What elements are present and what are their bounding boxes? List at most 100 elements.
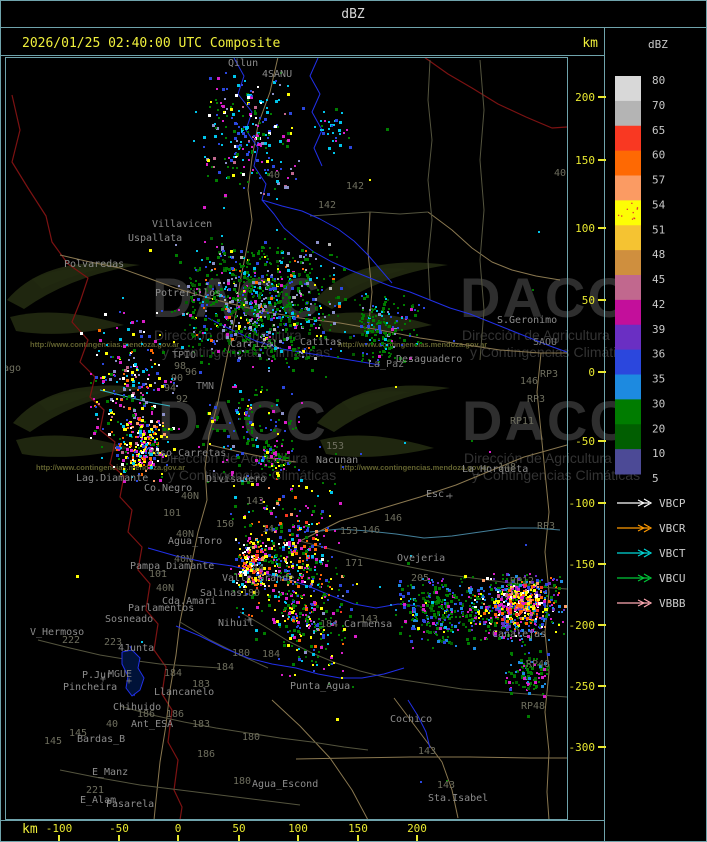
colorbar-band bbox=[615, 374, 641, 400]
legend-item: VBCU bbox=[617, 572, 686, 585]
map-label: 146 bbox=[520, 376, 538, 387]
map-label: 40 bbox=[268, 170, 280, 181]
y-tick-label: 200 bbox=[575, 91, 595, 104]
map-label: 183 bbox=[192, 719, 210, 730]
map-line bbox=[536, 352, 550, 819]
map-label: 180 bbox=[242, 732, 260, 743]
y-tick-label: -250 bbox=[569, 680, 596, 693]
colorbar-band bbox=[615, 275, 641, 301]
map-label: 40 bbox=[554, 168, 566, 179]
map-label: 150 bbox=[216, 519, 234, 530]
colorbar-band bbox=[615, 150, 641, 176]
map-line bbox=[427, 59, 433, 301]
watermark-line1: Dirección de Agricultura bbox=[462, 327, 610, 343]
colorbar-value: 42 bbox=[652, 298, 665, 311]
map-station-marker: + bbox=[447, 491, 453, 502]
y-tick-label: 150 bbox=[575, 154, 595, 167]
map-label: Llancanelo bbox=[154, 687, 214, 698]
map-label: Agua_Toro bbox=[168, 536, 222, 547]
map-label: 40 bbox=[106, 719, 118, 730]
map-label: 98 bbox=[174, 361, 186, 372]
map-label: Polvaredas bbox=[64, 259, 124, 270]
colorbar-value: 5 bbox=[652, 472, 659, 485]
map-label: TMN bbox=[196, 381, 214, 392]
map-label: Ant_ESA bbox=[131, 719, 173, 730]
dacc-leaf-icon bbox=[16, 435, 130, 457]
map-label: Sta.Isabel bbox=[428, 793, 488, 804]
map-line bbox=[393, 697, 459, 819]
map-label: MGUE bbox=[108, 669, 132, 680]
map-line bbox=[59, 254, 229, 304]
map-line bbox=[209, 444, 297, 463]
map-line bbox=[59, 769, 301, 806]
colorbar-value: 30 bbox=[652, 397, 665, 410]
x-tick-label: 0 bbox=[175, 822, 182, 835]
map-label: RP3 bbox=[537, 521, 555, 532]
y-tick-label: 100 bbox=[575, 222, 595, 235]
map-label: 14 bbox=[262, 524, 274, 535]
colorbar-value: 70 bbox=[652, 99, 665, 112]
map-line bbox=[119, 705, 369, 751]
colorbar-band bbox=[615, 399, 641, 425]
legend-label: VBBB bbox=[659, 597, 686, 610]
dacc-leaf-icon bbox=[320, 435, 434, 457]
watermark-line2: y Contingencias Climáticas bbox=[168, 467, 336, 483]
map-label: 143 bbox=[360, 614, 378, 625]
x-tick-label: 50 bbox=[232, 822, 245, 835]
map-label: 40N bbox=[156, 583, 174, 594]
dacc-leaf-icon bbox=[38, 391, 106, 412]
map-line bbox=[424, 58, 567, 129]
watermark-url: http://www.contingencias.mendoza.gov.ar bbox=[36, 463, 185, 472]
colorbar-band bbox=[615, 125, 641, 152]
colorbar-band bbox=[615, 175, 641, 201]
dbz-colorbar: 80 70 65 60 57 54 51 48 45 42 39 36 35 30 20 10 5 bbox=[615, 74, 666, 485]
watermark-acronym: DACC bbox=[462, 389, 632, 452]
map-label: Divisadero bbox=[206, 474, 266, 485]
dacc-leaf-icon bbox=[342, 391, 410, 412]
dacc-leaf-icon bbox=[13, 385, 146, 432]
map-label: 40N bbox=[174, 554, 192, 565]
map-label: 184 bbox=[320, 619, 338, 630]
legend-label: VBCT bbox=[659, 547, 686, 560]
map-label: Paso_Carretas bbox=[148, 448, 226, 459]
dacc-leaf-icon bbox=[10, 312, 124, 334]
map-label: 148 bbox=[498, 462, 516, 473]
dacc-leaf-icon bbox=[317, 385, 450, 432]
map-label: Ovejeria bbox=[397, 553, 445, 564]
watermark-url: http://www.contingencias.mendoza.gov.ar bbox=[30, 340, 179, 349]
map-line bbox=[179, 621, 269, 669]
map-label: Esc. bbox=[426, 489, 450, 500]
colorbar-value: 54 bbox=[652, 198, 666, 211]
map-label: RP48 bbox=[521, 701, 545, 712]
map-label: 92 bbox=[176, 394, 188, 405]
map-label: RP11 bbox=[510, 416, 534, 427]
colorbar-band bbox=[615, 349, 641, 375]
map-label: 101 bbox=[163, 508, 181, 519]
map-label: E_Alam bbox=[80, 795, 116, 806]
map-label: 222 bbox=[62, 635, 80, 646]
y-tick-label: 0 bbox=[588, 366, 595, 379]
map-label: 146 bbox=[384, 513, 402, 524]
watermark-url: http://www.contingencias.mendoza.gov.ar bbox=[340, 463, 489, 472]
map-label: P.Jur bbox=[82, 670, 112, 681]
map-station-marker: + bbox=[100, 674, 106, 685]
map-label: 184 bbox=[216, 662, 234, 673]
map-line bbox=[121, 649, 145, 697]
map-label: Salinas bbox=[200, 588, 242, 599]
legend-item: VBBB bbox=[617, 597, 686, 610]
map-line bbox=[295, 756, 567, 760]
map-label: 101 bbox=[149, 569, 167, 580]
colorbar-value: 36 bbox=[652, 348, 665, 361]
map-label: 183 bbox=[192, 679, 210, 690]
legend-item: VBCT bbox=[617, 547, 686, 560]
colorbar-band bbox=[615, 225, 641, 251]
legend-label: VBCU bbox=[659, 572, 686, 585]
map-label: Lag.Diamante bbox=[76, 473, 148, 484]
x-axis: -100 -50 0 50 100 150 200 bbox=[46, 822, 427, 841]
y-tick-label: -200 bbox=[569, 619, 596, 632]
map-label: S.Geronimo bbox=[497, 315, 557, 326]
legend-item: VBCR bbox=[617, 522, 686, 535]
map-line bbox=[153, 58, 279, 819]
